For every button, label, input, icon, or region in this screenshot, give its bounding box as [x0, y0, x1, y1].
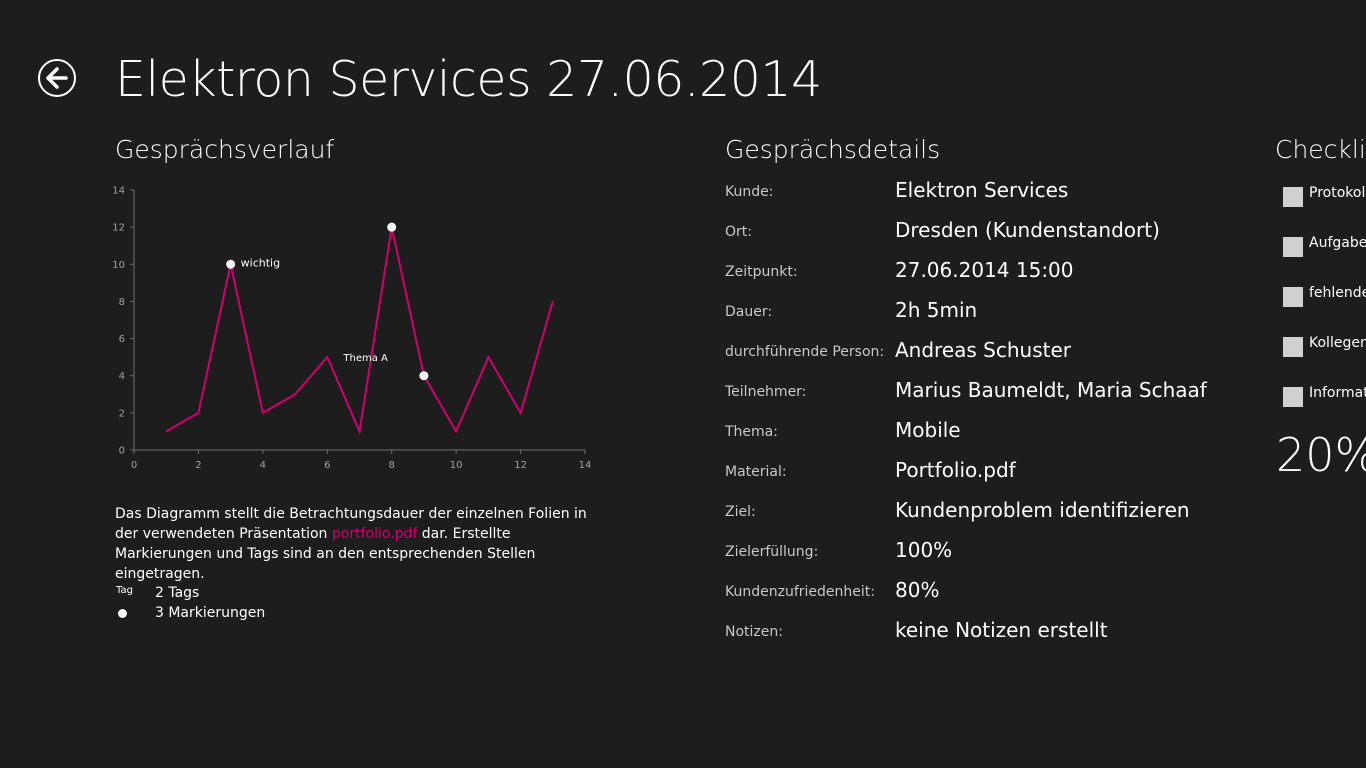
- x-tick-label: 2: [195, 460, 201, 471]
- y-tick-label: 4: [119, 371, 125, 382]
- page-title: Elektron Services 27.06.2014: [115, 51, 822, 108]
- marker-dot-icon: [118, 609, 127, 618]
- detail-value: 80%: [895, 578, 940, 602]
- description-text-before: Das Diagramm stellt die Betrachtungsdaue…: [115, 506, 587, 542]
- x-tick-label: 0: [131, 460, 137, 471]
- chart-tag-label: Thema A: [342, 353, 388, 364]
- checklist-item-label: Informati: [1309, 385, 1366, 401]
- y-tick-label: 10: [112, 260, 125, 271]
- history-chart: 0 2 4 6 8 10 12 14 0 2 4 6 8 10 12 14 wichtig Thema A: [112, 186, 591, 472]
- detail-value: 27.06.2014 15:00: [895, 258, 1074, 282]
- legend-tag-text: 2 Tags: [155, 585, 200, 601]
- history-heading: Gesprächsverlauf: [115, 135, 335, 164]
- detail-label: Zeitpunkt:: [725, 264, 798, 280]
- detail-value: Dresden (Kundenstandort): [895, 218, 1160, 242]
- chart-ticks: 0 2 4 6 8 10 12 14 0 2 4 6 8 10 12 14: [112, 186, 591, 472]
- detail-label: Notizen:: [725, 624, 783, 640]
- y-tick-label: 14: [112, 186, 125, 197]
- detail-value: Kundenproblem identifizieren: [895, 498, 1190, 522]
- detail-label: Ziel:: [725, 504, 756, 520]
- x-tick-label: 8: [389, 460, 395, 471]
- y-tick-label: 0: [119, 446, 125, 457]
- detail-label: Dauer:: [725, 304, 773, 320]
- detail-value: Andreas Schuster: [895, 338, 1072, 362]
- x-tick-label: 14: [579, 460, 592, 471]
- chart-description: Das Diagramm stellt die Betrachtungsdaue…: [115, 504, 605, 584]
- details-heading: Gesprächsdetails: [725, 135, 941, 164]
- x-tick-label: 6: [324, 460, 330, 471]
- detail-label: Thema:: [725, 424, 778, 440]
- checkbox[interactable]: [1283, 387, 1303, 407]
- back-button[interactable]: [38, 59, 76, 97]
- chart-series-line: [165, 226, 554, 435]
- chart-marker-point: [419, 371, 429, 381]
- description-text-after: dar. Erstellte Markierungen und Tags sin…: [115, 526, 536, 582]
- chart-marker-point: [387, 222, 397, 232]
- x-tick-label: 12: [514, 460, 527, 471]
- detail-label: Kundenzufriedenheit:: [725, 584, 875, 600]
- chart-marker-label: wichtig: [241, 256, 280, 269]
- checklist-item-label: Aufgaben: [1309, 235, 1366, 251]
- checklist-item-label: fehlende: [1309, 285, 1366, 301]
- y-tick-label: 2: [119, 408, 125, 419]
- y-tick-label: 6: [119, 334, 125, 345]
- chart-markers: wichtig: [226, 222, 429, 381]
- detail-label: Kunde:: [725, 184, 774, 200]
- detail-label: Zielerfüllung:: [725, 544, 819, 560]
- portfolio-link[interactable]: portfolio.pdf: [331, 526, 418, 542]
- detail-label: durchführende Person:: [725, 344, 885, 360]
- detail-value: Marius Baumeldt, Maria Schaaf: [895, 378, 1207, 402]
- detail-value: 100%: [895, 538, 953, 562]
- x-tick-label: 10: [450, 460, 463, 471]
- detail-value: 2h 5min: [895, 298, 978, 322]
- checkbox[interactable]: [1283, 287, 1303, 307]
- checklist-item-label: Kollegen: [1309, 335, 1366, 351]
- y-tick-label: 8: [119, 297, 125, 308]
- chart-axes: [133, 190, 585, 451]
- arrow-left-icon: [46, 67, 68, 89]
- y-tick-label: 12: [112, 223, 125, 234]
- legend-tag-key: Tag: [116, 585, 133, 596]
- checkbox[interactable]: [1283, 337, 1303, 357]
- detail-value: Portfolio.pdf: [895, 458, 1016, 482]
- chart-marker-point: [226, 259, 236, 269]
- checkbox[interactable]: [1283, 237, 1303, 257]
- detail-label: Teilnehmer:: [725, 384, 807, 400]
- checkbox[interactable]: [1283, 187, 1303, 207]
- checklist-progress: 20%: [1276, 428, 1366, 482]
- x-tick-label: 4: [260, 460, 266, 471]
- checklist-item-label: Protokoll: [1309, 185, 1366, 201]
- chart-tags: Thema A: [342, 353, 388, 364]
- legend-marker-text: 3 Markierungen: [155, 605, 266, 621]
- detail-label: Ort:: [725, 224, 752, 240]
- detail-value: Mobile: [895, 418, 961, 442]
- detail-value: Elektron Services: [895, 178, 1069, 202]
- detail-value: keine Notizen erstellt: [895, 618, 1108, 642]
- checklist-heading: Checklist: [1275, 135, 1366, 164]
- detail-label: Material:: [725, 464, 787, 480]
